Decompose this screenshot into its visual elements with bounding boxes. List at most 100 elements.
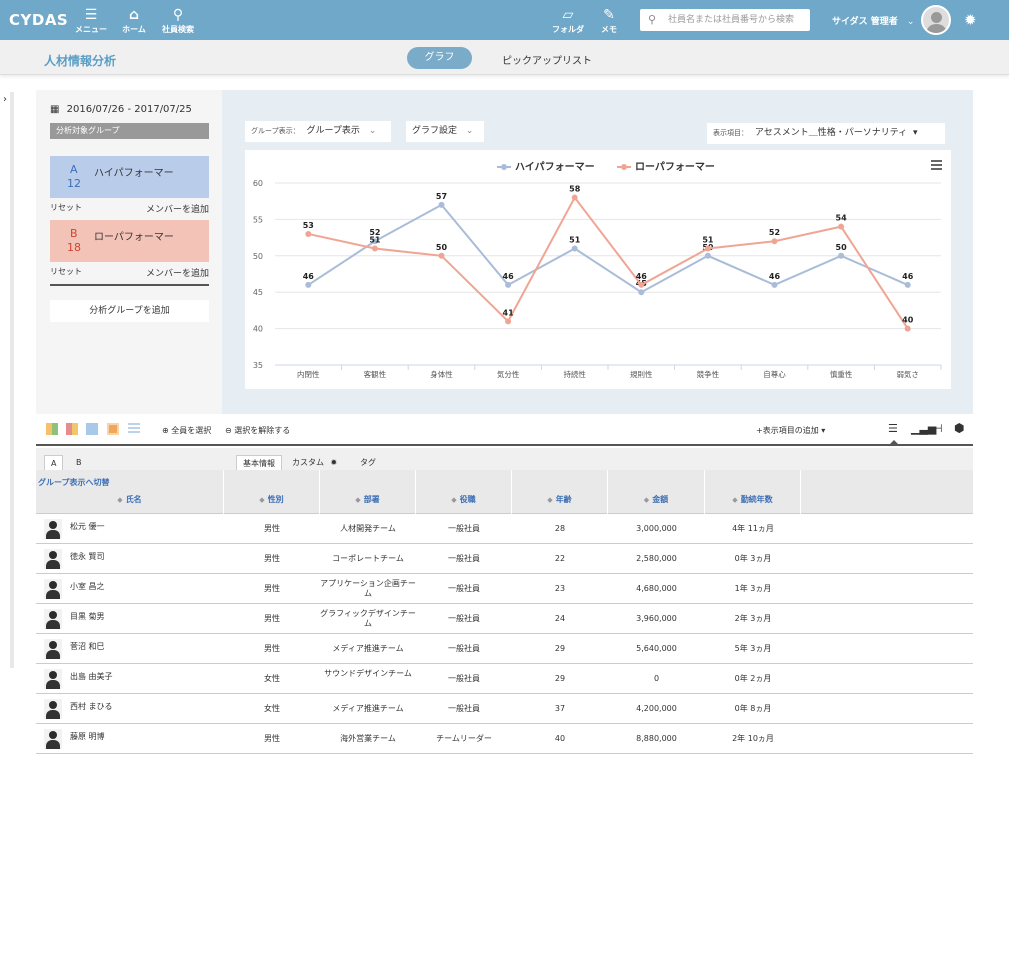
select-all-button[interactable]: ⊕ 全員を選択 <box>162 426 212 435</box>
tab-graph[interactable]: グラフ <box>407 47 472 69</box>
folder-button[interactable]: ▱ フォルダ <box>552 7 584 34</box>
menu-button[interactable]: ☰ メニュー <box>72 6 110 35</box>
employee-photo[interactable] <box>44 729 62 749</box>
gear-icon[interactable]: ✹ <box>330 458 338 467</box>
view-grid-icon[interactable] <box>66 423 78 435</box>
employee-photo[interactable] <box>44 669 62 689</box>
employee-name[interactable]: 出島 由美子 <box>70 672 113 681</box>
x-tick-label: 気分性 <box>497 369 520 379</box>
search-icon: ⚲ <box>172 7 184 23</box>
employee-name[interactable]: 松元 優一 <box>70 522 105 531</box>
analysis-group-panel: ▦ 2016/07/26 - 2017/07/25 分析対象グループ A 12 … <box>36 90 222 414</box>
employee-photo[interactable] <box>44 699 62 719</box>
user-menu[interactable]: サイダス 管理者 ⌄ <box>832 17 915 27</box>
data-label: 57 <box>436 192 447 201</box>
column-gender[interactable]: ◆ 性別 <box>224 470 320 514</box>
reset-link[interactable]: リセット <box>50 203 82 212</box>
group-count: 18 <box>67 241 81 254</box>
table-row[interactable]: 菅沼 和巳 男性 メディア推進チーム 一般社員 29 5,640,000 5年 3ヵ月 <box>36 634 973 664</box>
legend-label: ハイパフォーマー <box>515 161 595 173</box>
column-age[interactable]: ◆ 年齢 <box>512 470 608 514</box>
cube-icon[interactable]: ⬢ <box>954 421 965 435</box>
table-row[interactable]: 藤原 明博 男性 海外営業チーム チームリーダー 40 8,880,000 2年 10ヵ月 <box>36 724 973 754</box>
view-people-icon[interactable] <box>86 423 98 435</box>
add-member-link[interactable]: メンバーを追加 <box>145 269 209 279</box>
tab-group-b[interactable]: B <box>76 458 82 467</box>
group-display-select[interactable]: グループ表示： グループ表示 ⌄ <box>245 121 391 142</box>
table-row[interactable]: 松元 優一 男性 人材開発チーム 一般社員 28 3,000,000 4年 11ヵ月 <box>36 514 973 544</box>
data-point <box>838 223 845 230</box>
line-chart: 35 40 45 50 55 60 内閉性 客観性 身体性 気分性 持続性 規則性 競争性 自尊心 慎重性 弱… <box>245 150 951 389</box>
employee-name[interactable]: 小室 昌之 <box>70 582 105 591</box>
add-group-button[interactable]: 分析グループを追加 <box>50 300 209 322</box>
column-tenure[interactable]: ◆ 勤続年数 <box>705 470 801 514</box>
x-tick-label: 客観性 <box>364 369 387 379</box>
cell-dept: メディア推進チーム <box>332 704 404 713</box>
gear-icon[interactable]: ✹ <box>964 11 977 29</box>
column-amount[interactable]: ◆ 金額 <box>608 470 705 514</box>
avatar[interactable] <box>921 5 951 35</box>
column-dept[interactable]: ◆ 部署 <box>320 470 416 514</box>
graph-settings-select[interactable]: グラフ設定 ⌄ <box>406 121 484 142</box>
cell-age: 29 <box>554 644 566 653</box>
view-card-icon[interactable] <box>107 423 119 435</box>
employee-photo[interactable] <box>44 639 62 659</box>
date-range[interactable]: ▦ 2016/07/26 - 2017/07/25 <box>50 104 192 115</box>
data-label: 52 <box>769 228 780 237</box>
tab-tag[interactable]: タグ <box>360 458 376 467</box>
cell-title: 一般社員 <box>448 524 480 533</box>
table-row[interactable]: 目黒 菊男 男性 グラフィックデザインチーム 一般社員 24 3,960,000 2年 3ヵ… <box>36 604 973 634</box>
group-card-a[interactable]: A 12 ハイパフォーマー <box>50 156 209 198</box>
group-card-b[interactable]: B 18 ローパフォーマー <box>50 220 209 262</box>
cell-title: 一般社員 <box>448 674 480 683</box>
home-button[interactable]: ⌂ ホーム <box>118 6 150 35</box>
column-title[interactable]: ◆ 役職 <box>416 470 512 514</box>
cell-title: 一般社員 <box>448 614 480 623</box>
view-tile-icon[interactable] <box>46 423 58 435</box>
x-tick-label: 競争性 <box>697 369 720 379</box>
sidebar-toggle[interactable]: › <box>0 92 14 668</box>
deselect-button[interactable]: ⊖ 選択を解除する <box>225 426 291 435</box>
employee-photo[interactable] <box>44 519 62 539</box>
data-point <box>704 252 711 259</box>
x-tick-label: 持続性 <box>563 369 586 379</box>
employee-photo[interactable] <box>44 609 62 629</box>
compare-icon[interactable]: ⊣ <box>933 422 943 435</box>
employee-name[interactable]: 西村 まひる <box>70 702 113 711</box>
employee-name[interactable]: 藤原 明博 <box>70 732 105 741</box>
y-tick-label: 50 <box>253 252 263 261</box>
cell-age: 28 <box>554 524 566 533</box>
y-tick-label: 45 <box>253 288 263 297</box>
table-row[interactable]: 小室 昌之 男性 アプリケーション企画チーム 一般社員 23 4,680,000 1年 3ヵ… <box>36 574 973 604</box>
switch-to-group-view-link[interactable]: グループ表示へ切替 <box>38 478 110 487</box>
employee-name[interactable]: 徳永 賢司 <box>70 552 105 561</box>
employee-search-button[interactable]: ⚲ 社員検索 <box>158 6 198 35</box>
group-name: ハイパフォーマー <box>94 168 174 179</box>
employee-search-input[interactable]: ⚲ 社員名または社員番号から検索 <box>640 9 810 31</box>
employee-name[interactable]: 目黒 菊男 <box>70 612 105 621</box>
tab-custom[interactable]: カスタム ✹ <box>292 458 338 467</box>
memo-button[interactable]: ✎ メモ <box>596 6 622 35</box>
cydas-logo[interactable]: CYDAS <box>9 11 69 29</box>
column-name[interactable]: ◆ 氏名 <box>36 470 224 514</box>
tab-pickup-list[interactable]: ピックアップリスト <box>502 56 592 67</box>
reset-link[interactable]: リセット <box>50 267 82 276</box>
x-tick-label: 自尊心 <box>763 369 786 379</box>
tab-group-a[interactable]: A <box>44 455 64 470</box>
display-item-select[interactable]: 表示項目： アセスメント＿性格・パーソナリティ ▾ <box>707 123 945 144</box>
employee-name[interactable]: 菅沼 和巳 <box>70 642 105 651</box>
employee-photo[interactable] <box>44 579 62 599</box>
home-icon: ⌂ <box>128 7 140 23</box>
employee-photo[interactable] <box>44 549 62 569</box>
add-member-link[interactable]: メンバーを追加 <box>145 205 209 215</box>
bar-chart-icon[interactable]: ▁▃▅ <box>911 422 937 435</box>
legend-marker <box>501 164 507 170</box>
table-row[interactable]: 西村 まひる 女性 メディア推進チーム 一般社員 37 4,200,000 0年 8ヵ月 <box>36 694 973 724</box>
tab-basic-info[interactable]: 基本情報 <box>236 455 282 470</box>
cell-gender: 男性 <box>264 644 280 653</box>
list-view-icon[interactable]: ☰ <box>888 422 898 435</box>
add-display-item-button[interactable]: +表示項目の追加 ▾ <box>756 426 826 435</box>
view-list-icon[interactable] <box>128 423 140 435</box>
table-row[interactable]: 出島 由美子 女性 サウンドデザインチーム 一般社員 29 0 0年 2ヵ月 <box>36 664 973 694</box>
table-row[interactable]: 徳永 賢司 男性 コーポレートチーム 一般社員 22 2,580,000 0年 3ヵ月 <box>36 544 973 574</box>
